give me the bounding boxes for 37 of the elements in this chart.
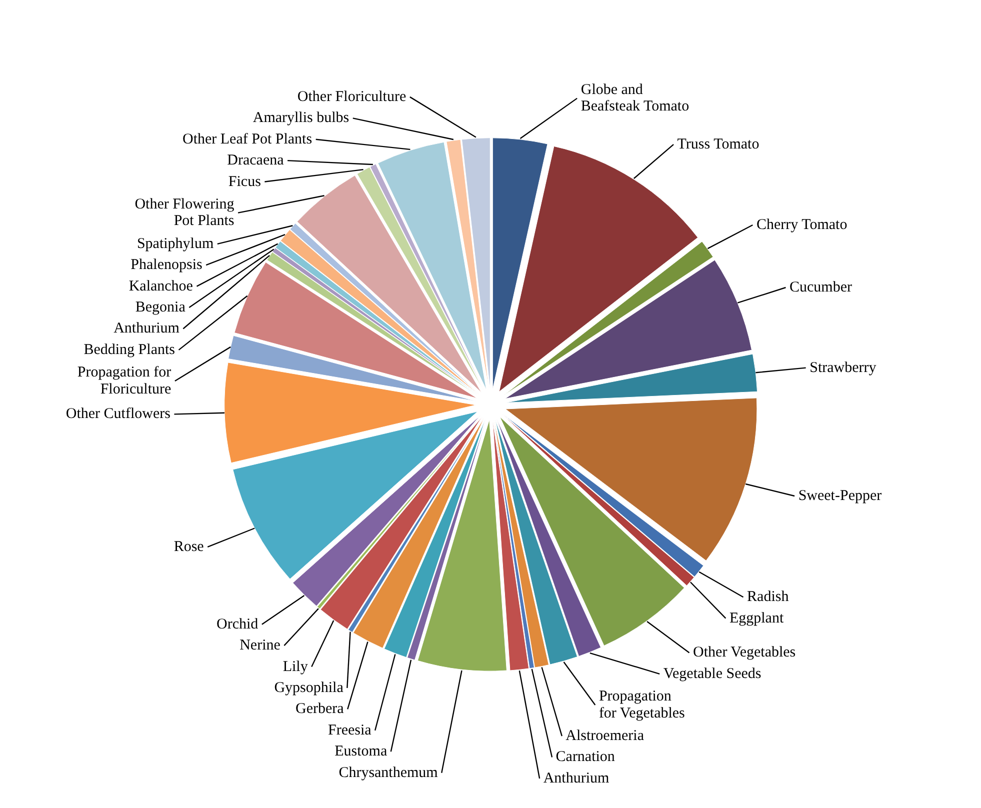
slice-label: Gypsophila [274, 680, 344, 696]
slice-label: Truss Tomato [677, 136, 760, 152]
slice-label: Gerbera [296, 701, 344, 718]
slice-label: Begonia [135, 300, 186, 316]
slice-label: Dracaena [227, 152, 284, 169]
slice-label: Eggplant [729, 610, 784, 626]
slice-label: Cherry Tomato [756, 217, 848, 233]
slice-label: Other Floriculture [297, 88, 406, 105]
slice-label: Orchid [216, 616, 259, 632]
slice-label: Strawberry [810, 360, 877, 376]
slice-label: Kalanchoe [128, 278, 194, 294]
slice-label: Spatiphylum [136, 236, 214, 252]
slice-label: Globe and Beafsteak Tomato [580, 82, 690, 115]
slice-label: Radish [747, 589, 790, 606]
slice-label: Other Leaf Pot Plants [182, 131, 312, 148]
slice-label: Chrysanthemum [338, 764, 438, 781]
slice-label: Nerine [240, 638, 281, 654]
slice-label: Other Vegetables [693, 644, 796, 661]
slice-label: Freesia [328, 722, 372, 738]
slice-label: Cucumber [790, 280, 852, 296]
slice-label: Propagation for Vegetables [598, 688, 686, 722]
slice-label: Carnation [556, 749, 616, 766]
slice-label: Anthurium [114, 320, 180, 337]
slice-label: Alstroemeria [566, 728, 644, 744]
slice-label: Sweet-Pepper [798, 488, 882, 504]
slice-label: Anthurium [543, 770, 610, 786]
slice-label: Phalenopsis [130, 257, 202, 274]
slice-label: Amaryllis bulbs [252, 110, 350, 126]
slice-label: Eustoma [334, 744, 388, 760]
slice-label: Bedding Plants [84, 342, 176, 358]
slice-label: Propagation for Floriculture [77, 364, 172, 398]
slice-label: Vegetable Seeds [663, 666, 762, 682]
slice-label: Other Cutflowers [66, 406, 171, 422]
slice-label: Other Flowering Pot Plants [134, 196, 235, 230]
slice-label: Lily [282, 658, 308, 675]
slice-label: Rose [174, 538, 204, 555]
slice-label: Ficus [228, 174, 262, 190]
